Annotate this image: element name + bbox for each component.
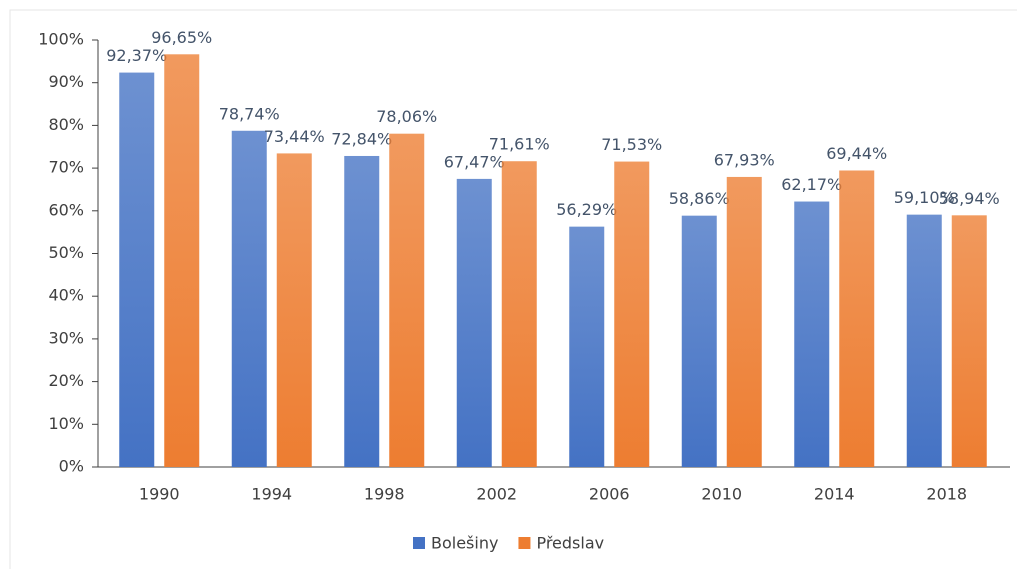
x-tick-label: 1994 — [251, 485, 292, 504]
bar — [456, 178, 492, 467]
data-label: 62,17% — [781, 175, 842, 194]
y-tick-label: 90% — [48, 72, 84, 91]
y-tick-label: 30% — [48, 328, 84, 347]
bar — [951, 215, 987, 467]
data-label: 58,86% — [669, 189, 730, 208]
legend-swatch — [413, 537, 425, 549]
x-tick-label: 2018 — [926, 485, 967, 504]
bar — [164, 54, 200, 467]
x-tick-label: 2006 — [589, 485, 630, 504]
x-tick-label: 2002 — [476, 485, 517, 504]
y-tick-label: 50% — [48, 243, 84, 262]
bar — [839, 170, 875, 467]
y-tick-label: 60% — [48, 200, 84, 219]
x-tick-label: 2014 — [814, 485, 855, 504]
y-tick-label: 20% — [48, 371, 84, 390]
bar — [276, 153, 312, 467]
x-tick-label: 1990 — [139, 485, 180, 504]
data-label: 69,44% — [826, 144, 887, 163]
bar — [681, 215, 717, 467]
legend-label: Bolešiny — [431, 534, 498, 553]
data-label: 73,44% — [264, 127, 325, 146]
bar — [344, 155, 380, 467]
bar — [614, 161, 650, 467]
data-label: 72,84% — [331, 129, 392, 148]
bar — [569, 226, 605, 467]
data-label: 59,10% — [894, 188, 955, 207]
data-label: 56,29% — [556, 200, 617, 219]
legend-swatch — [518, 537, 531, 549]
y-tick-label: 80% — [48, 115, 84, 134]
data-label: 78,74% — [219, 104, 280, 123]
data-label: 78,06% — [376, 107, 437, 126]
data-label: 71,61% — [489, 135, 550, 154]
data-label: 96,65% — [151, 28, 212, 47]
data-label: 92,37% — [106, 46, 167, 65]
y-tick-label: 40% — [48, 286, 84, 305]
legend-label: Předslav — [536, 534, 604, 553]
bar — [119, 72, 155, 467]
bar — [389, 133, 425, 467]
data-label: 58,94% — [939, 189, 1000, 208]
x-tick-label: 2010 — [701, 485, 742, 504]
bar — [726, 176, 762, 467]
y-tick-label: 70% — [48, 158, 84, 177]
data-label: 67,93% — [714, 150, 775, 169]
bar — [794, 201, 830, 467]
bar — [231, 130, 267, 467]
y-tick-label: 0% — [59, 457, 84, 476]
bar — [906, 214, 942, 467]
data-label: 67,47% — [444, 152, 505, 171]
y-tick-label: 100% — [38, 30, 84, 49]
bar — [501, 161, 537, 468]
y-tick-label: 10% — [48, 414, 84, 433]
data-label: 71,53% — [601, 135, 662, 154]
chart-frame — [9, 9, 1017, 569]
x-tick-label: 1998 — [364, 485, 405, 504]
